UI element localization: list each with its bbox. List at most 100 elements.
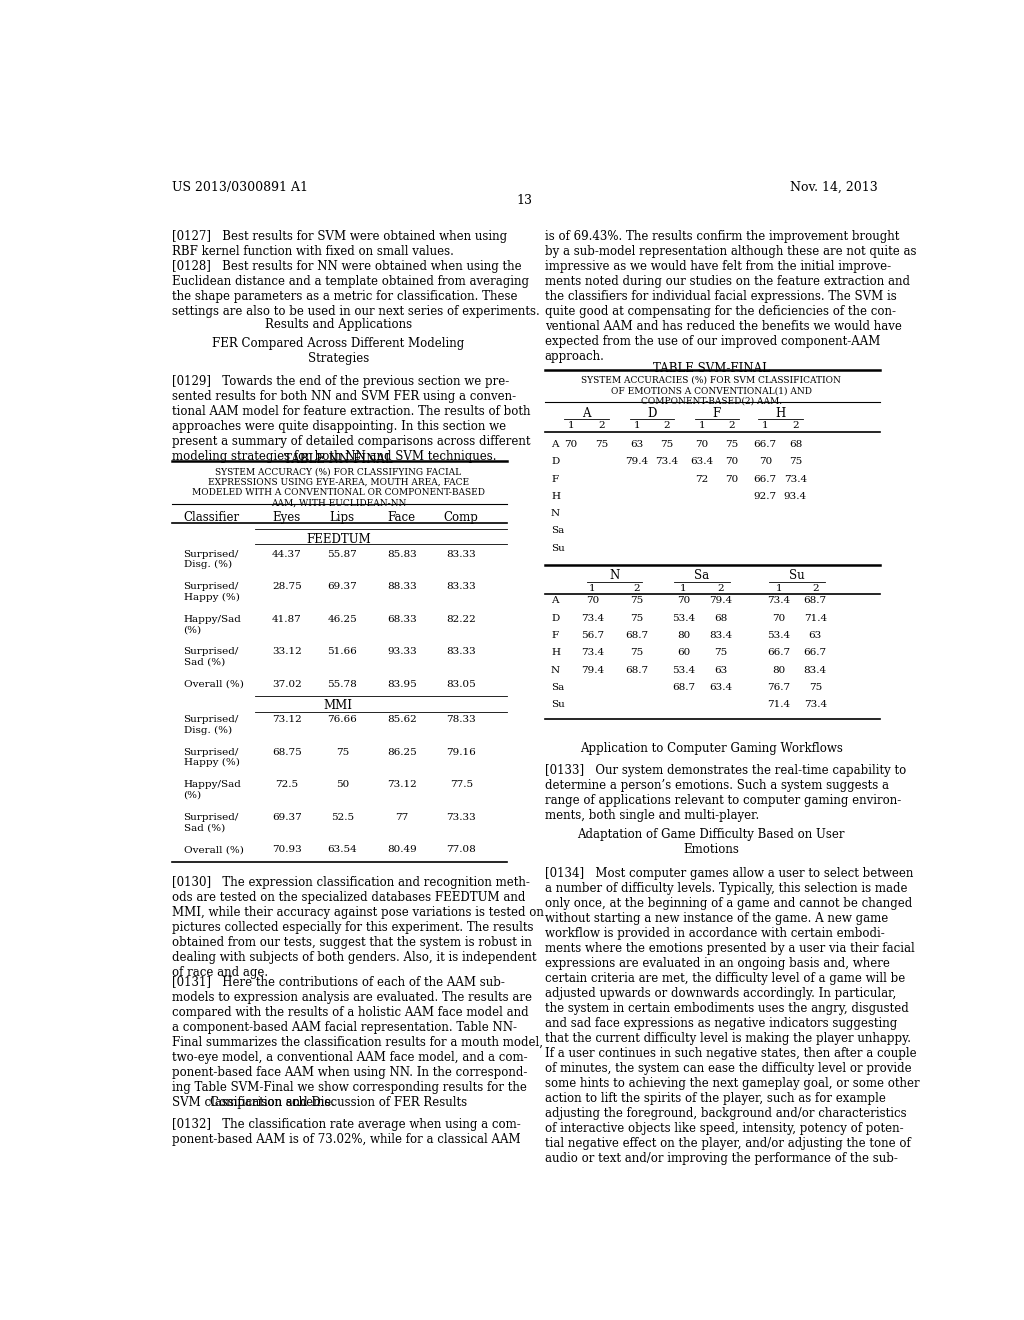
Text: 63: 63 — [714, 665, 727, 675]
Text: 83.05: 83.05 — [446, 680, 476, 689]
Text: 75: 75 — [630, 614, 643, 623]
Text: 44.37: 44.37 — [271, 549, 302, 558]
Text: 2: 2 — [718, 585, 724, 593]
Text: 66.7: 66.7 — [767, 648, 791, 657]
Text: 72.5: 72.5 — [275, 780, 298, 789]
Text: 93.4: 93.4 — [783, 492, 807, 500]
Text: 76.7: 76.7 — [767, 682, 791, 692]
Text: [0133]   Our system demonstrates the real-time capability to
determine a person’: [0133] Our system demonstrates the real-… — [545, 764, 906, 822]
Text: [0129]   Towards the end of the previous section we pre-
sented results for both: [0129] Towards the end of the previous s… — [172, 375, 530, 463]
Text: 1: 1 — [762, 421, 769, 429]
Text: 66.7: 66.7 — [754, 474, 777, 483]
Text: 63.4: 63.4 — [710, 682, 732, 692]
Text: Surprised/
Disg. (%): Surprised/ Disg. (%) — [183, 549, 239, 569]
Text: 68.7: 68.7 — [672, 682, 695, 692]
Text: 1: 1 — [567, 421, 574, 429]
Text: 75: 75 — [630, 648, 643, 657]
Text: 41.87: 41.87 — [271, 615, 302, 624]
Text: 68.33: 68.33 — [387, 615, 417, 624]
Text: 73.4: 73.4 — [767, 597, 791, 606]
Text: 69.37: 69.37 — [328, 582, 357, 591]
Text: F: F — [551, 474, 558, 483]
Text: 83.33: 83.33 — [446, 647, 476, 656]
Text: 85.83: 85.83 — [387, 549, 417, 558]
Text: 76.66: 76.66 — [328, 715, 357, 725]
Text: 2: 2 — [598, 421, 605, 429]
Text: 70.93: 70.93 — [271, 846, 302, 854]
Text: FER Compared Across Different Modeling
Strategies: FER Compared Across Different Modeling S… — [212, 338, 465, 366]
Text: [0134]   Most computer games allow a user to select between
a number of difficul: [0134] Most computer games allow a user … — [545, 867, 920, 1164]
Text: Sa: Sa — [551, 682, 564, 692]
Text: D: D — [551, 614, 559, 623]
Text: 70: 70 — [586, 597, 599, 606]
Text: SYSTEM ACCURACY (%) FOR CLASSIFYING FACIAL
EXPRESSIONS USING EYE-AREA, MOUTH ARE: SYSTEM ACCURACY (%) FOR CLASSIFYING FACI… — [191, 467, 484, 508]
Text: 1: 1 — [698, 421, 706, 429]
Text: TABLE NN-FINAL: TABLE NN-FINAL — [284, 453, 392, 466]
Text: 72: 72 — [695, 474, 709, 483]
Text: Overall (%): Overall (%) — [183, 680, 244, 689]
Text: 70: 70 — [725, 457, 738, 466]
Text: 2: 2 — [729, 421, 735, 429]
Text: 88.33: 88.33 — [387, 582, 417, 591]
Text: 77: 77 — [395, 813, 409, 822]
Text: 77.08: 77.08 — [446, 846, 476, 854]
Text: 73.33: 73.33 — [446, 813, 476, 822]
Text: US 2013/0300891 A1: US 2013/0300891 A1 — [172, 181, 307, 194]
Text: 73.12: 73.12 — [387, 780, 417, 789]
Text: 13: 13 — [517, 194, 532, 207]
Text: 53.4: 53.4 — [672, 614, 695, 623]
Text: 75: 75 — [660, 440, 674, 449]
Text: H: H — [551, 648, 560, 657]
Text: Surprised/
Happy (%): Surprised/ Happy (%) — [183, 582, 240, 602]
Text: Comparison and Discussion of FER Results: Comparison and Discussion of FER Results — [210, 1096, 467, 1109]
Text: 70: 70 — [677, 597, 690, 606]
Text: 83.4: 83.4 — [804, 665, 826, 675]
Text: 73.4: 73.4 — [783, 474, 807, 483]
Text: 69.37: 69.37 — [271, 813, 302, 822]
Text: 2: 2 — [793, 421, 799, 429]
Text: N: N — [551, 665, 560, 675]
Text: [0128]   Best results for NN were obtained when using the
Euclidean distance and: [0128] Best results for NN were obtained… — [172, 260, 540, 318]
Text: 75: 75 — [809, 682, 822, 692]
Text: 85.62: 85.62 — [387, 715, 417, 725]
Text: 80.49: 80.49 — [387, 846, 417, 854]
Text: A: A — [551, 440, 558, 449]
Text: 75: 75 — [630, 597, 643, 606]
Text: Face: Face — [388, 511, 416, 524]
Text: A: A — [551, 597, 558, 606]
Text: 68.7: 68.7 — [625, 665, 648, 675]
Text: F: F — [713, 408, 721, 420]
Text: 63.54: 63.54 — [328, 846, 357, 854]
Text: [0132]   The classification rate average when using a com-
ponent-based AAM is o: [0132] The classification rate average w… — [172, 1118, 520, 1146]
Text: 63: 63 — [809, 631, 822, 640]
Text: Happy/Sad
(%): Happy/Sad (%) — [183, 780, 242, 800]
Text: 68.7: 68.7 — [625, 631, 648, 640]
Text: Surprised/
Sad (%): Surprised/ Sad (%) — [183, 647, 239, 667]
Text: 51.66: 51.66 — [328, 647, 357, 656]
Text: 79.4: 79.4 — [710, 597, 732, 606]
Text: 66.7: 66.7 — [804, 648, 826, 657]
Text: 75: 75 — [725, 440, 738, 449]
Text: Surprised/
Sad (%): Surprised/ Sad (%) — [183, 813, 239, 833]
Text: 82.22: 82.22 — [446, 615, 476, 624]
Text: Su: Su — [551, 544, 565, 553]
Text: 80: 80 — [772, 665, 785, 675]
Text: A: A — [583, 408, 591, 420]
Text: 73.4: 73.4 — [804, 700, 826, 709]
Text: 33.12: 33.12 — [271, 647, 302, 656]
Text: 70: 70 — [695, 440, 709, 449]
Text: 71.4: 71.4 — [804, 614, 826, 623]
Text: 68.75: 68.75 — [271, 748, 302, 756]
Text: 50: 50 — [336, 780, 349, 789]
Text: 77.5: 77.5 — [450, 780, 473, 789]
Text: 68: 68 — [714, 614, 727, 623]
Text: 75: 75 — [336, 748, 349, 756]
Text: 1: 1 — [634, 421, 640, 429]
Text: D: D — [551, 457, 559, 466]
Text: 75: 75 — [788, 457, 802, 466]
Text: N: N — [609, 569, 620, 582]
Text: 83.33: 83.33 — [446, 582, 476, 591]
Text: Adaptation of Game Difficulty Based on User
Emotions: Adaptation of Game Difficulty Based on U… — [578, 828, 845, 857]
Text: [0131]   Here the contributions of each of the AAM sub-
models to expression ana: [0131] Here the contributions of each of… — [172, 975, 543, 1109]
Text: 86.25: 86.25 — [387, 748, 417, 756]
